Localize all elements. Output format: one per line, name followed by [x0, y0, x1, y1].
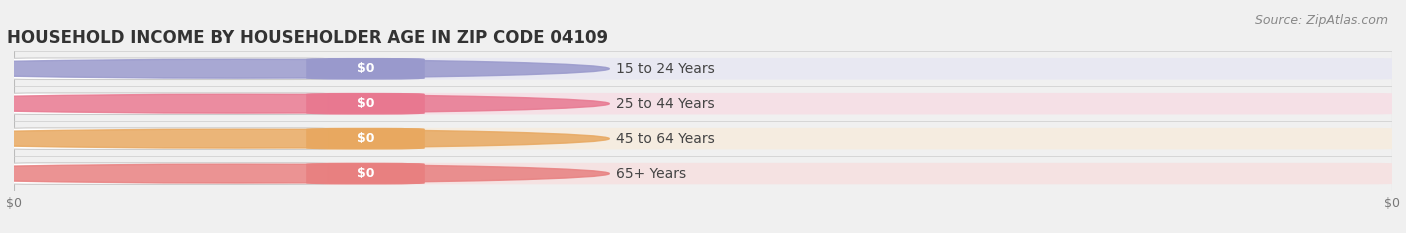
Text: 15 to 24 Years: 15 to 24 Years	[616, 62, 714, 76]
FancyBboxPatch shape	[3, 163, 328, 184]
Text: HOUSEHOLD INCOME BY HOUSEHOLDER AGE IN ZIP CODE 04109: HOUSEHOLD INCOME BY HOUSEHOLDER AGE IN Z…	[7, 29, 609, 47]
Text: 65+ Years: 65+ Years	[616, 167, 686, 181]
FancyBboxPatch shape	[3, 128, 1403, 149]
FancyBboxPatch shape	[3, 58, 425, 79]
Text: $0: $0	[357, 167, 374, 180]
FancyBboxPatch shape	[3, 58, 328, 79]
Text: 45 to 64 Years: 45 to 64 Years	[616, 132, 714, 146]
FancyBboxPatch shape	[3, 163, 425, 184]
FancyBboxPatch shape	[3, 128, 425, 149]
Circle shape	[0, 94, 609, 113]
Text: Source: ZipAtlas.com: Source: ZipAtlas.com	[1254, 14, 1388, 27]
FancyBboxPatch shape	[3, 93, 328, 114]
Text: $0: $0	[357, 132, 374, 145]
Circle shape	[0, 129, 609, 148]
FancyBboxPatch shape	[3, 93, 425, 114]
Text: $0: $0	[357, 62, 374, 75]
Circle shape	[0, 164, 609, 183]
Text: 25 to 44 Years: 25 to 44 Years	[616, 97, 714, 111]
FancyBboxPatch shape	[3, 93, 1403, 114]
FancyBboxPatch shape	[307, 163, 425, 184]
FancyBboxPatch shape	[307, 93, 425, 114]
Text: $0: $0	[357, 97, 374, 110]
FancyBboxPatch shape	[307, 128, 425, 149]
FancyBboxPatch shape	[3, 128, 328, 149]
FancyBboxPatch shape	[307, 58, 425, 79]
FancyBboxPatch shape	[3, 58, 1403, 79]
FancyBboxPatch shape	[3, 163, 1403, 184]
Circle shape	[0, 59, 609, 78]
